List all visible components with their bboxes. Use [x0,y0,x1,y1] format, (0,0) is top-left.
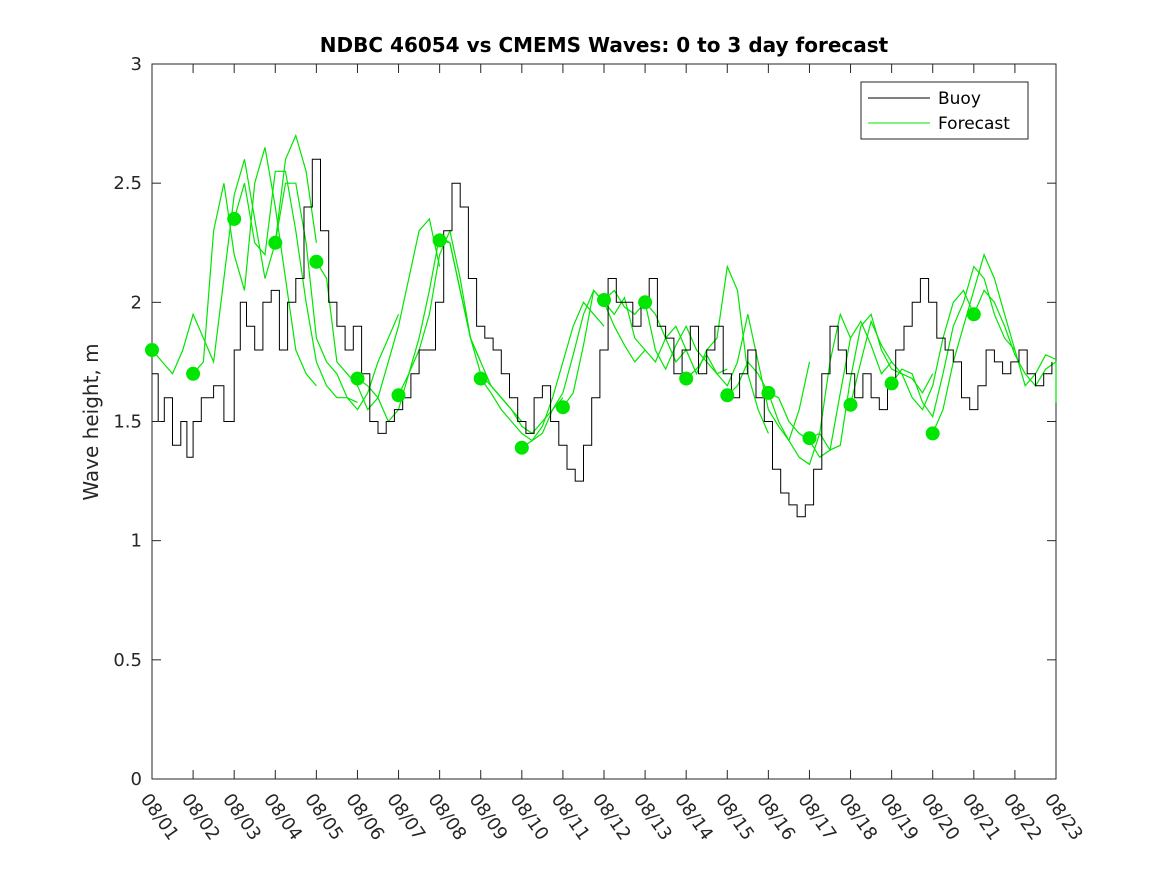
forecast-run-line [809,313,934,451]
y-tick-label: 1.5 [113,412,142,433]
x-tick-label: 08/21 [958,790,1005,845]
x-tick-label: 08/17 [793,790,840,845]
forecast-start-marker [350,371,365,386]
x-tick-label: 08/20 [917,790,964,845]
series-layer [145,133,1057,518]
legend-forecast-label: Forecast [938,114,1010,134]
x-tick-label: 08/14 [670,790,717,845]
x-tick-label: 08/03 [218,790,265,845]
forecast-start-marker [843,397,858,412]
forecast-start-marker [473,371,488,386]
forecast-start-marker [761,385,776,400]
forecast-start-marker [432,233,447,248]
y-tick-label: 0.5 [113,650,142,671]
forecast-run-line [891,265,1016,419]
x-tick-label: 08/01 [136,790,183,845]
x-tick-label: 08/05 [300,790,347,845]
forecast-start-marker [514,440,529,455]
x-tick-label: 08/16 [752,790,799,845]
forecast-start-marker [720,388,735,403]
forecast-start-marker [555,400,570,415]
x-tick-label: 08/08 [424,790,471,845]
forecast-start-marker [802,431,817,446]
forecast-run-line [274,182,400,411]
x-tick-label: 08/10 [506,790,553,845]
forecast-start-marker [597,293,611,307]
x-tick-label: 08/19 [876,790,923,845]
x-tick-label: 08/13 [629,790,676,845]
x-tick-label: 08/22 [999,790,1046,845]
forecast-run-line [973,289,1057,403]
forecast-run-line [439,239,564,435]
x-tick-label: 08/12 [588,790,635,845]
y-axis-title: Wave height, m [79,343,103,500]
legend-box [860,81,1029,140]
x-tick-label: 08/18 [834,790,881,845]
chart-title: NDBC 46054 vs CMEMS Waves: 0 to 3 day fo… [320,33,889,57]
forecast-start-marker [966,307,981,322]
forecast-run-line [521,289,646,449]
y-tick-label: 3 [131,54,142,75]
forecast-start-marker [884,376,899,391]
forecast-run-line [849,289,975,411]
legend-buoy-label: Buoy [938,89,981,109]
forecast-start-marker [391,388,406,403]
plot-area [151,63,1057,780]
y-tick-label: 2 [131,292,142,313]
forecast-run-line [151,133,317,375]
forecast-start-marker [227,211,242,226]
x-tick-label: 08/02 [177,790,224,845]
legend: Buoy Forecast [860,81,1029,140]
y-tick-label: 2.5 [113,173,142,194]
forecast-start-marker [638,295,653,310]
x-tick-label: 08/04 [259,790,306,845]
forecast-start-marker [309,254,324,269]
x-tick-label: 08/15 [711,790,758,845]
forecast-start-marker [186,366,201,381]
x-tick-label: 08/23 [1040,790,1087,845]
forecast-start-marker [679,371,694,386]
forecast-start-marker [145,343,159,357]
forecast-run-line [233,170,358,403]
x-tick-label: 08/11 [547,790,594,845]
forecast-run-line [192,147,317,387]
forecast-run-line [480,301,605,442]
forecast-start-marker [268,235,283,250]
forecast-start-marker [925,426,940,441]
x-tick-label: 08/09 [465,790,512,845]
x-tick-label: 08/07 [382,790,429,845]
x-tick-label: 08/06 [341,790,388,845]
buoy-line [152,158,1053,518]
y-tick-label: 0 [131,769,142,790]
y-tick-label: 1 [131,531,142,552]
